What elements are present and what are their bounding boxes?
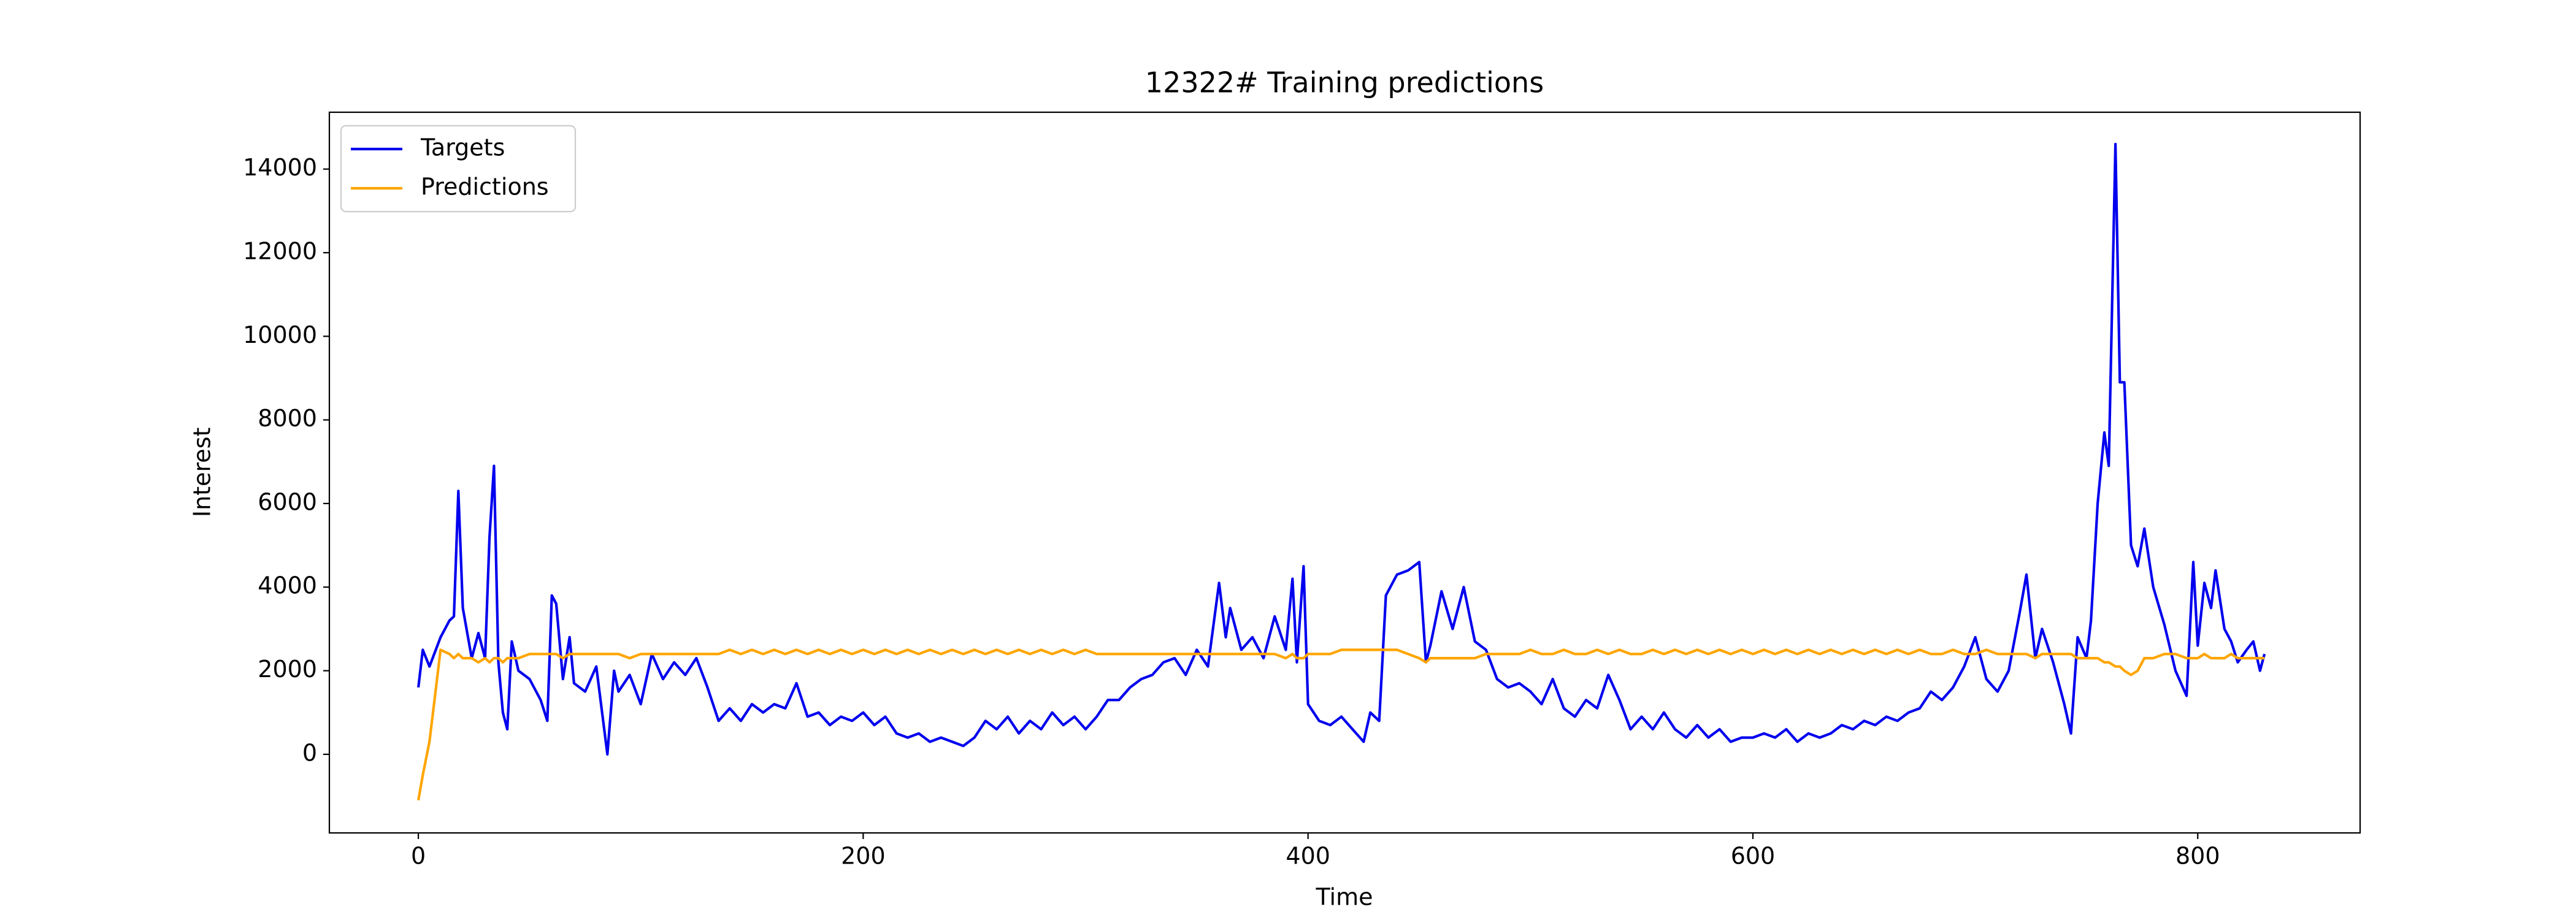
plot-frame [328,111,2361,834]
legend-label: Predictions [421,174,549,201]
series-line [417,142,2266,756]
x-tick-label: 400 [1286,843,1330,870]
x-tick-label: 200 [841,843,886,870]
legend-label: Targets [420,134,505,161]
y-tick-label: 2000 [258,656,317,683]
y-tick-label: 14000 [243,154,317,181]
y-tick-label: 10000 [243,321,317,348]
y-axis-label: Interest [189,427,216,517]
y-tick-label: 0 [302,739,317,766]
x-tick-label: 800 [2175,843,2220,870]
x-axis-label: Time [1316,884,1373,911]
y-tick-label: 8000 [258,405,317,432]
y-tick-label: 12000 [243,238,317,265]
legend-box [340,125,577,213]
x-tick-label: 600 [1731,843,1776,870]
y-tick-label: 4000 [258,572,317,599]
series-line [417,648,2265,801]
y-tick-label: 6000 [258,488,317,515]
x-tick-label: 0 [411,843,426,870]
chart-title: 12322# Training predictions [1145,66,1544,99]
